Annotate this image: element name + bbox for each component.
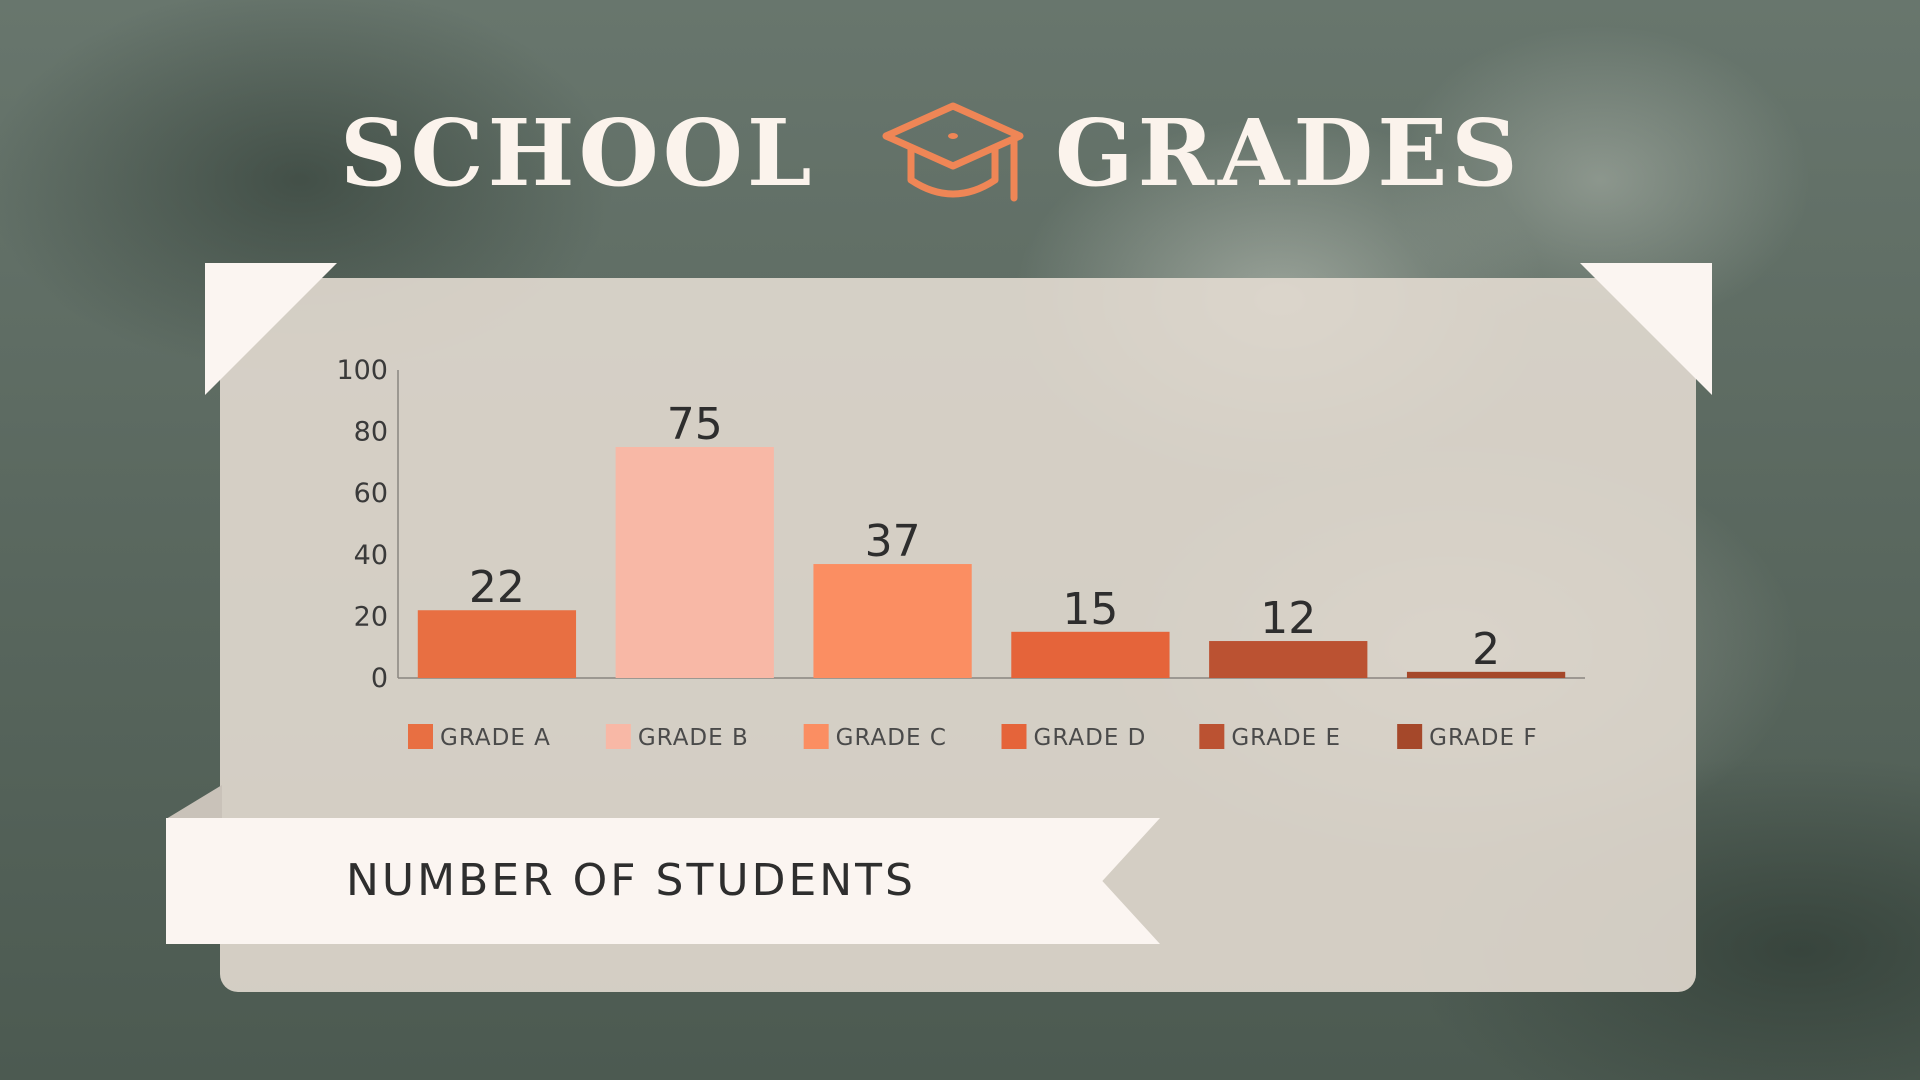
legend-label: GRADE E [1231,725,1341,751]
y-axis: 0 20 40 60 80 100 [336,355,1585,694]
bars [417,447,1566,678]
title-word-grades: GRADES [1055,99,1522,207]
data-labels: 22 75 37 15 12 2 [469,399,1500,675]
y-tick-label: 0 [371,663,388,694]
legend: GRADE A GRADE B GRADE C GRADE D GRADE E GRADE… [408,724,1537,751]
y-tick-label: 20 [354,601,388,632]
y-tick-label: 80 [354,417,388,448]
legend-swatch [1199,724,1225,749]
legend-label: GRADE B [638,725,749,751]
bar-value-label: 12 [1260,593,1316,644]
bar-value-label: 37 [865,516,921,567]
caption-label: NUMBER OF STUDENTS [346,855,916,906]
legend-label: GRADE D [1034,725,1147,751]
legend-swatch [605,724,631,749]
page-title: SCHOOL GRADES [330,88,1610,218]
y-tick-label: 100 [336,355,388,386]
bar-value-label: 75 [667,399,723,450]
y-tick-label: 40 [354,540,388,571]
title-word-school: SCHOOL [340,99,816,207]
y-tick-label: 60 [354,478,388,509]
bar [417,610,577,678]
bar-value-label: 2 [1472,624,1500,675]
bar-value-label: 15 [1062,584,1118,635]
legend-swatch [1397,724,1423,749]
legend-swatch [408,724,433,749]
legend-label: GRADE A [440,725,551,751]
bar [1011,631,1170,678]
bar-value-label: 22 [469,562,525,613]
bar [1406,671,1566,678]
legend-label: GRADE C [836,725,947,751]
bar [1209,641,1368,678]
bar [813,564,972,678]
graduation-cap-icon [882,102,1024,202]
legend-label: GRADE F [1429,725,1537,751]
legend-swatch [803,724,829,749]
caption-ribbon: NUMBER OF STUDENTS [166,818,1160,944]
bar [615,447,774,678]
legend-swatch [1001,724,1027,749]
